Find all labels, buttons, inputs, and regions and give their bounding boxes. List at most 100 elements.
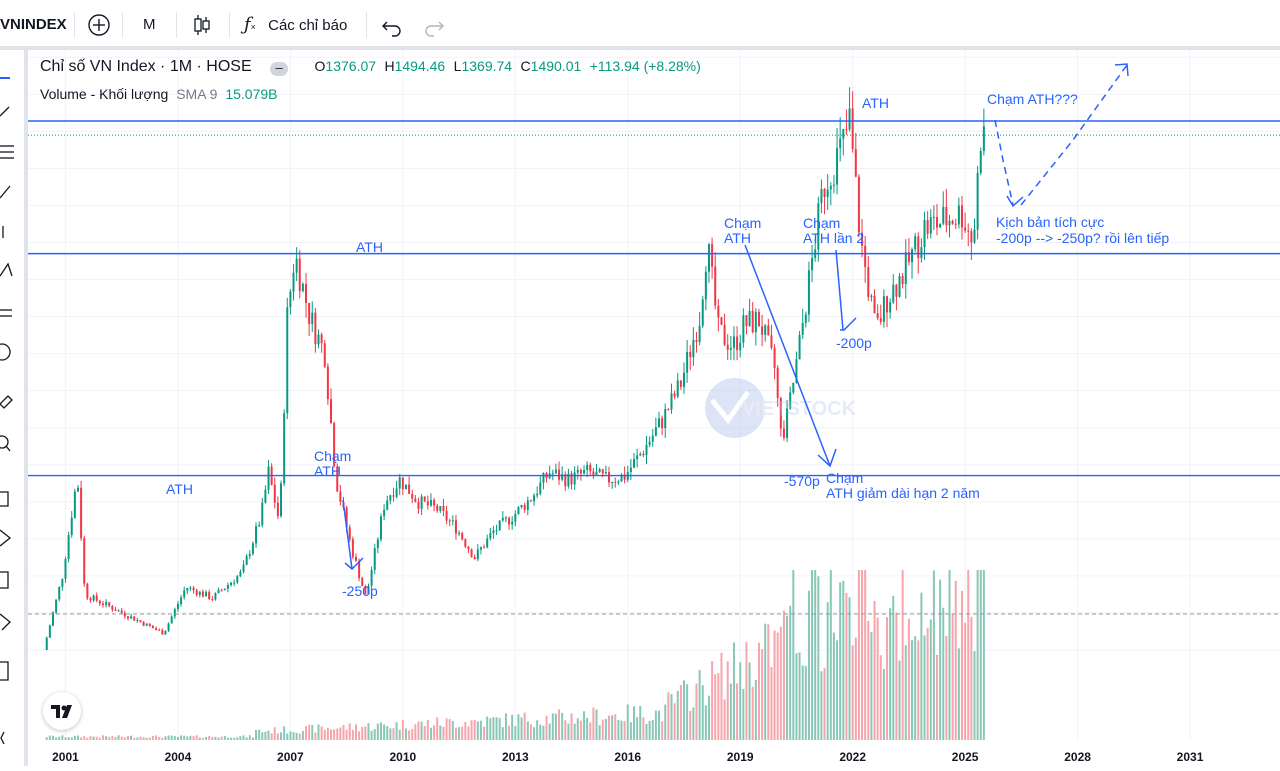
- legend-menu-button[interactable]: –: [270, 61, 289, 76]
- candle-body: [211, 599, 214, 601]
- candle-body: [508, 517, 511, 525]
- magnet-icon: [0, 491, 9, 507]
- candle-body: [139, 620, 142, 622]
- high-value: 1494.46: [394, 58, 446, 74]
- volume-bar: [867, 620, 870, 740]
- candle-body: [829, 185, 832, 190]
- volume-bar: [907, 618, 910, 740]
- candle-body: [586, 464, 589, 470]
- candle-body: [479, 547, 482, 550]
- volume-bar: [205, 736, 208, 740]
- volume-bar: [370, 730, 373, 740]
- toolbar-divider: [122, 12, 123, 38]
- sma-label: SMA 9: [176, 86, 218, 102]
- volume-bar: [86, 737, 89, 740]
- candle-body: [651, 435, 654, 442]
- close-value: 1490.01: [530, 58, 582, 74]
- candle-body: [311, 312, 314, 324]
- volume-bar: [192, 735, 195, 740]
- volume-bar: [676, 690, 679, 740]
- candle-body: [426, 501, 429, 506]
- symbol-search-button[interactable]: VNINDEX: [0, 16, 67, 33]
- volume-bar: [976, 570, 979, 740]
- candle-body: [239, 571, 242, 577]
- candle-body: [764, 325, 767, 335]
- candle-body: [892, 284, 895, 303]
- volume-label[interactable]: Volume - Khối lượng: [40, 86, 169, 102]
- volume-bar: [320, 726, 323, 740]
- volume-bar: [189, 735, 192, 740]
- candle-body: [745, 315, 748, 326]
- volume-bar: [414, 724, 417, 740]
- candle-body: [167, 623, 170, 631]
- candle-body: [314, 312, 317, 345]
- volume-bar: [517, 714, 520, 740]
- candle-body: [458, 533, 461, 535]
- candle-body: [117, 610, 120, 612]
- volume-bar: [136, 737, 139, 740]
- volume-bar: [876, 617, 879, 740]
- volume-bar: [523, 712, 526, 740]
- volume-bar: [795, 653, 798, 740]
- candle-body: [401, 477, 404, 490]
- volume-bar: [820, 671, 823, 740]
- chart-title[interactable]: Chỉ số VN Index · 1M · HOSE: [40, 58, 252, 75]
- candle-body: [832, 184, 835, 186]
- redo-button[interactable]: [423, 0, 445, 50]
- candle-body: [817, 203, 820, 250]
- candle-body: [948, 220, 951, 226]
- compare-button[interactable]: [87, 0, 111, 50]
- volume-bar: [611, 715, 614, 740]
- candle-body: [320, 334, 323, 344]
- volume-bar: [917, 640, 920, 740]
- candle-body: [223, 588, 226, 591]
- indicators-button[interactable]: ƒ× Các chỉ báo: [244, 14, 348, 35]
- candle-body: [173, 609, 176, 617]
- volume-bar: [442, 726, 445, 740]
- volume-bar: [392, 728, 395, 740]
- candle-body: [58, 586, 61, 600]
- x-tick-label: 2007: [277, 750, 304, 764]
- ath-label-2018: ATH: [724, 230, 751, 246]
- volume-bar: [164, 736, 167, 740]
- emoji-icon: [0, 343, 11, 361]
- candle-body: [436, 505, 439, 511]
- interval-button[interactable]: M: [143, 16, 156, 33]
- high-label: H: [384, 58, 395, 74]
- volume-bar: [979, 570, 982, 740]
- volume-bar: [779, 626, 782, 740]
- volume-bar: [536, 720, 539, 740]
- volume-bar: [286, 733, 289, 740]
- volume-bar: [461, 726, 464, 740]
- tradingview-logo[interactable]: [43, 692, 81, 730]
- candle-body: [648, 441, 651, 445]
- candle-body: [826, 189, 829, 197]
- candle-body: [176, 604, 179, 610]
- volume-bar: [889, 608, 892, 740]
- candle-body: [533, 495, 536, 502]
- candle-body: [864, 245, 867, 267]
- volume-bar: [173, 736, 176, 740]
- candle-body: [276, 502, 279, 517]
- volume-bar: [723, 699, 726, 740]
- chart-type-button[interactable]: [191, 0, 213, 50]
- volume-bar: [786, 615, 789, 740]
- indicators-label: Các chỉ báo: [268, 17, 348, 34]
- candle-body: [623, 474, 626, 480]
- volume-bar: [501, 727, 504, 740]
- undo-button[interactable]: [381, 0, 403, 50]
- volume-bar: [767, 624, 770, 740]
- volume-bar: [570, 713, 573, 740]
- candle-body: [914, 236, 917, 250]
- candle-body: [164, 630, 167, 635]
- volume-bar: [973, 651, 976, 740]
- candle-body: [726, 344, 729, 350]
- candle-body: [483, 547, 486, 549]
- candle-body: [192, 587, 195, 591]
- candle-body: [720, 317, 723, 325]
- candles: [45, 87, 985, 651]
- candle-body: [770, 335, 773, 348]
- candle-body: [614, 482, 617, 484]
- volume-bars: [45, 570, 985, 740]
